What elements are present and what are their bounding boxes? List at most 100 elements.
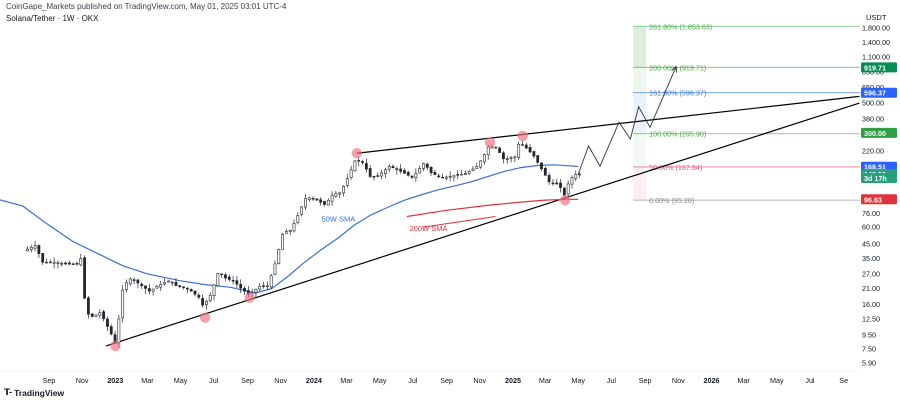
candle-body [254, 288, 258, 293]
candle-body [205, 301, 208, 305]
candle [41, 252, 45, 265]
candle [216, 273, 220, 287]
candle [444, 175, 448, 181]
candle-body [182, 286, 185, 288]
candle-body [300, 206, 304, 215]
projection-path [577, 65, 677, 175]
candle [273, 260, 277, 276]
candle-body [125, 282, 128, 290]
y-tick-label: 5.90 [862, 359, 876, 368]
x-tick-label: Jul [408, 376, 418, 385]
candle-body [288, 230, 292, 232]
candle-body [83, 257, 86, 299]
candle-body [418, 168, 422, 174]
x-tick-label: May [571, 376, 585, 385]
fib-label-0: 261.80% (1,853.63) [649, 22, 712, 31]
candle [349, 165, 353, 180]
candle-body [323, 201, 326, 205]
y-tick-label: 12.50 [862, 315, 880, 324]
candle [220, 273, 224, 278]
candle [452, 175, 456, 182]
candle-body [239, 283, 243, 289]
fib-label-2: 161.80% (596.37) [649, 89, 706, 98]
pivot-marker-5 [517, 130, 528, 142]
candle-body [536, 155, 540, 163]
x-tick-label: Sep [241, 376, 254, 385]
candle [102, 309, 106, 322]
candle [37, 244, 41, 259]
tradingview-brand[interactable]: 𝗧‑ TradingView [4, 387, 64, 398]
y-tick-label: 35.00 [862, 254, 880, 263]
x-tick-label: Mar [340, 376, 353, 385]
price-tag-5: 3d 17h [861, 172, 897, 183]
candle [136, 278, 140, 289]
candle [482, 153, 486, 165]
candle-body [277, 249, 281, 264]
price-tag-label: 168.51 [864, 163, 886, 172]
candle-body [208, 295, 212, 302]
candle [338, 191, 342, 199]
candle-body [509, 157, 513, 159]
candle [551, 179, 555, 186]
candle-body [578, 173, 581, 176]
x-tick-label: Jul [607, 376, 617, 385]
candle-body [250, 291, 254, 294]
x-tick-label: Se [839, 376, 848, 385]
candle [505, 156, 509, 164]
fib-levels: 261.80% (1,853.63) 200.00% (919.71) 161.80… [633, 22, 860, 205]
candle-body [403, 170, 406, 174]
candle-body [26, 248, 29, 252]
x-axis[interactable]: Sep Nov 2023 Mar May Jul Sep Nov 2024 Mar May Jul Se… [0, 370, 860, 385]
candle-body [224, 274, 227, 279]
candle [540, 162, 543, 172]
candle-body [543, 167, 547, 176]
candle [456, 170, 460, 180]
candle-body [380, 172, 383, 177]
candle-body [326, 200, 330, 206]
candle [471, 165, 475, 172]
candle-body [395, 168, 399, 170]
candle-body [193, 290, 197, 295]
candle [513, 155, 517, 163]
candle-body [494, 146, 498, 149]
candle-body [399, 168, 403, 172]
candle-body [441, 176, 444, 179]
y-tick-label: 27.00 [862, 269, 880, 278]
symbol-title[interactable]: Solana/Tether · 1W · OKX [6, 14, 99, 23]
candle-body [460, 173, 463, 176]
candle [498, 146, 502, 154]
candle [121, 285, 125, 323]
fib-band-3 [633, 133, 647, 167]
candle-body [448, 175, 452, 178]
candle-body [345, 178, 349, 186]
x-tick-label: May [770, 376, 784, 385]
candle [193, 290, 197, 297]
published-caption: CoinGape_Markets published on TradingVie… [6, 2, 287, 11]
candle [163, 278, 166, 286]
candle-body [559, 182, 562, 188]
candle [281, 232, 284, 250]
candle [166, 280, 170, 283]
candle-body [33, 245, 37, 249]
candle [406, 170, 410, 177]
candle-body [140, 283, 144, 286]
candle-body [185, 287, 189, 290]
candle [494, 146, 498, 150]
candle [71, 262, 75, 265]
pivot-marker-1 [199, 312, 211, 323]
candle [262, 281, 265, 289]
candle-body [262, 285, 265, 287]
candle [258, 282, 262, 292]
candle-body [437, 175, 441, 177]
candle [224, 272, 227, 281]
candle-body [235, 280, 239, 285]
candle [307, 196, 311, 203]
fib-label-5: 0.00% (95.20) [649, 196, 694, 205]
candle-body [163, 282, 166, 285]
candle [106, 316, 109, 332]
candle [414, 168, 418, 183]
candle [376, 172, 380, 178]
candle [67, 260, 71, 266]
